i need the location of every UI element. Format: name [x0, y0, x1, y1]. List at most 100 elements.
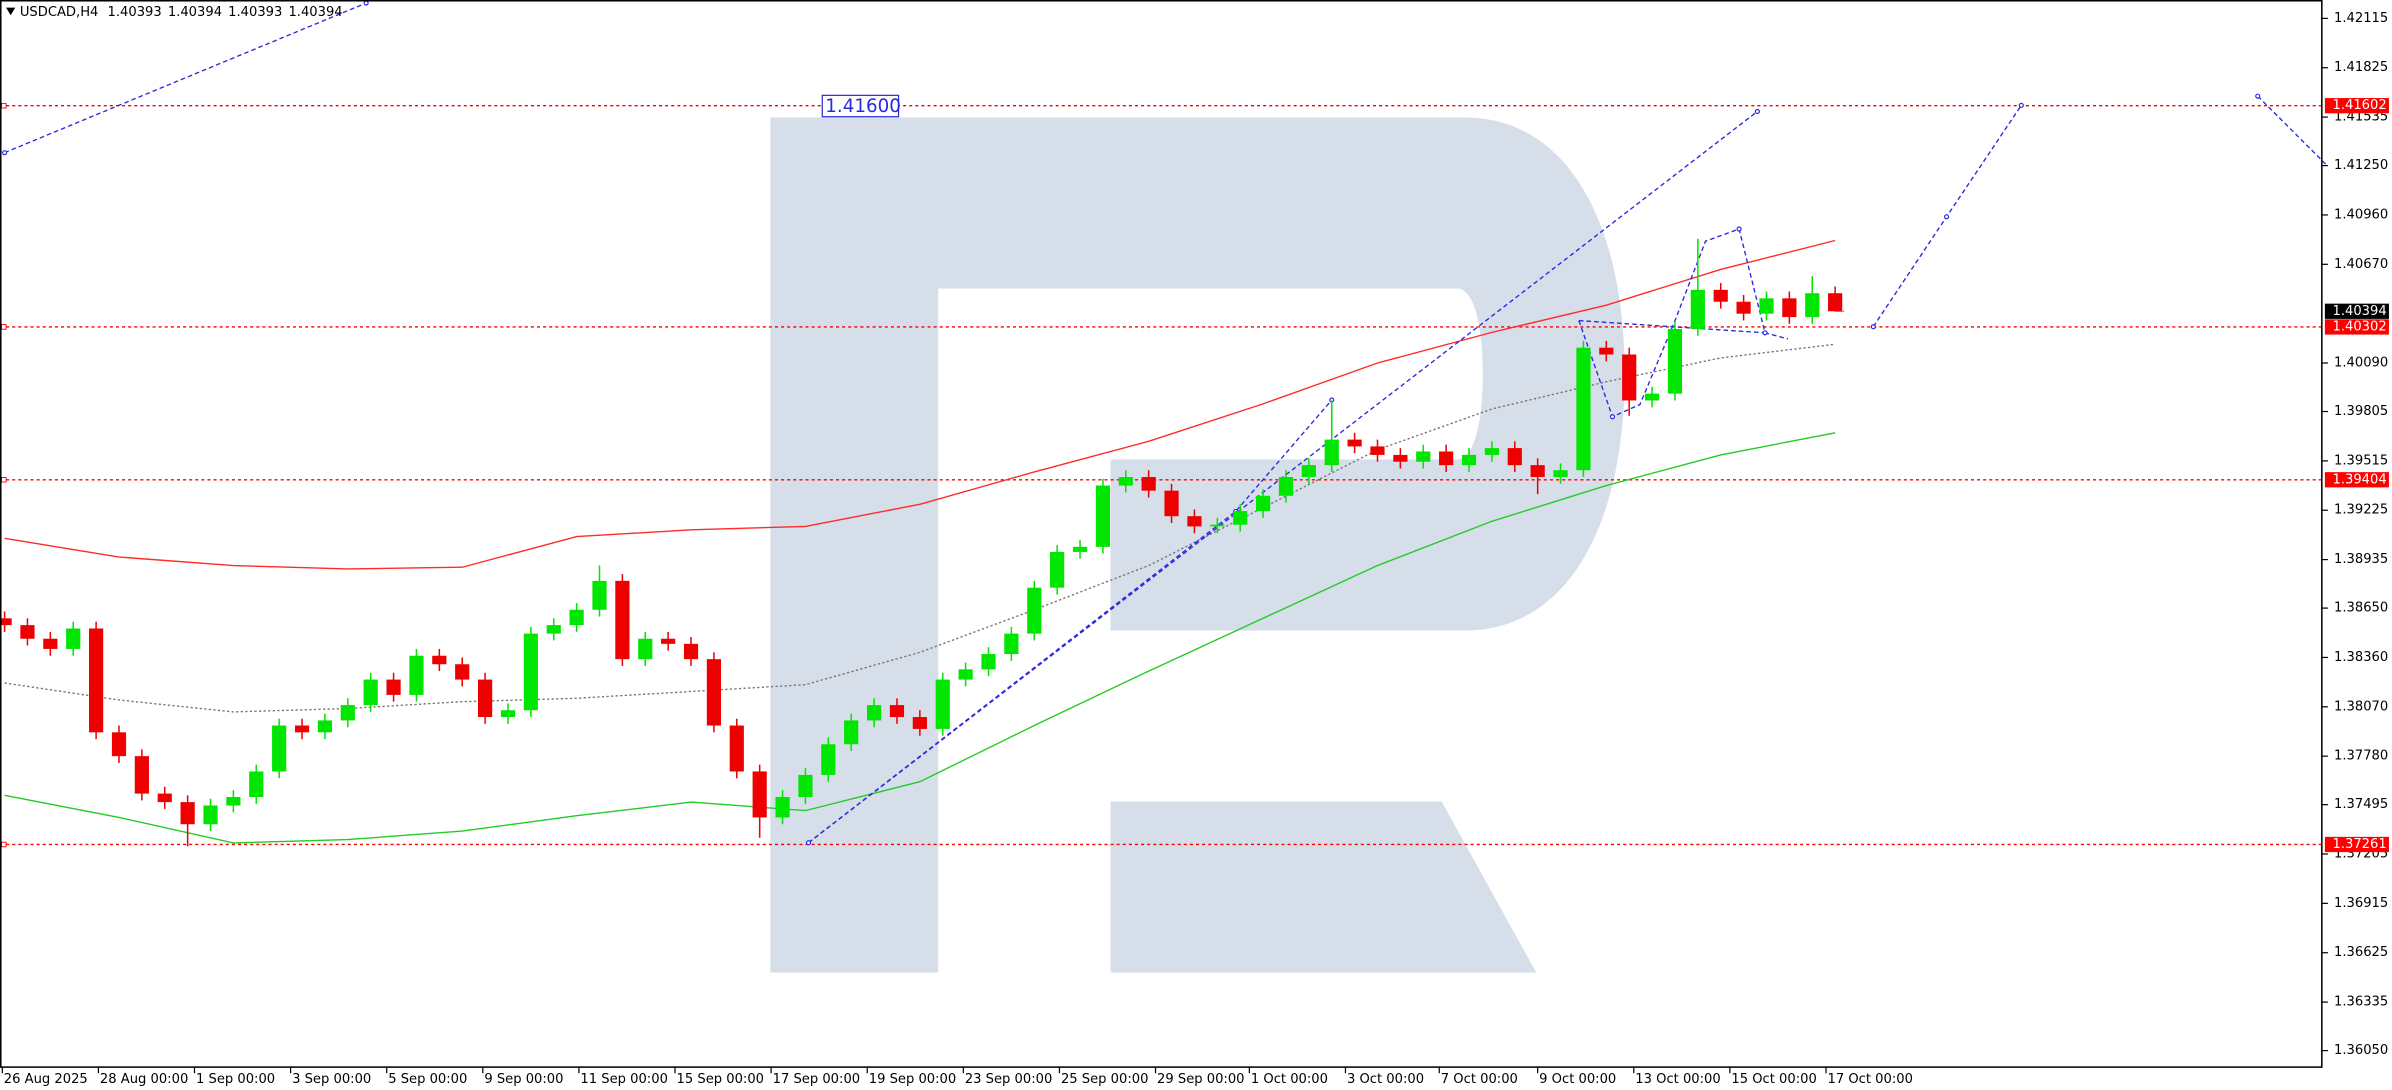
candle-body — [1187, 516, 1202, 527]
candle-body — [592, 580, 607, 610]
candle-body — [89, 628, 104, 733]
header-open: 1.40393 — [108, 5, 162, 20]
vertex — [805, 840, 812, 846]
vertex — [1, 150, 8, 156]
candle-body — [111, 732, 127, 757]
level-label-box — [2324, 836, 2389, 853]
trend-line — [4, 2, 367, 154]
level-label-box — [2324, 472, 2389, 488]
y-tick-label: 1.40670 — [2334, 257, 2388, 272]
y-tick-label: 1.41825 — [2334, 60, 2388, 75]
candle-body — [1759, 298, 1774, 314]
vertex — [1762, 330, 1768, 336]
candle-body — [409, 655, 424, 695]
candle-body — [1233, 511, 1248, 525]
y-tick-label: 1.36050 — [2334, 1043, 2388, 1058]
candle-body — [958, 669, 973, 680]
vertex — [1609, 414, 1616, 420]
y-tick-label: 1.38360 — [2334, 650, 2388, 665]
current-price-label: 1.40394 — [2333, 304, 2387, 319]
candle-body — [157, 793, 172, 803]
candle-body — [317, 720, 333, 733]
vertex — [2255, 93, 2261, 99]
plot-frame — [0, 0, 2323, 1068]
candle-body — [66, 628, 81, 649]
vertex — [1943, 214, 1950, 220]
candle-body — [1576, 347, 1591, 471]
header-high: 1.40394 — [168, 5, 222, 20]
level-marker — [1, 324, 7, 330]
candle-body — [386, 679, 401, 695]
header-text: USDCAD,H4 1.40393 1.40394 1.40393 1.40394 — [20, 5, 343, 20]
y-tick-label: 1.37495 — [2334, 797, 2388, 812]
candle-body — [798, 774, 813, 798]
y-tick-label: 1.39515 — [2334, 453, 2388, 468]
candle-body — [729, 725, 744, 772]
candle-body — [203, 805, 218, 825]
candle-body — [1507, 448, 1522, 466]
candle-body — [363, 679, 378, 706]
candle-body — [1439, 451, 1454, 466]
y-tick-label: 1.37780 — [2334, 749, 2388, 764]
candle-body — [775, 797, 790, 818]
triangle-line — [1578, 319, 1766, 334]
x-tick-label: 15 Oct 00:00 — [1731, 1072, 1816, 1087]
candle-body — [1347, 439, 1362, 447]
candle-body — [478, 679, 493, 718]
menu-arrow — [6, 7, 16, 16]
symbol: USDCAD,H4 — [20, 5, 99, 20]
candle-body — [889, 705, 905, 718]
y-tick-label: 1.36335 — [2334, 995, 2388, 1010]
candle-body — [1667, 328, 1683, 394]
candle-body — [1027, 587, 1042, 634]
vertex — [363, 0, 369, 6]
candle-body — [935, 679, 950, 729]
x-tick-label: 9 Sep 00:00 — [484, 1072, 563, 1087]
level-marker — [1, 477, 7, 483]
candle-body — [1324, 439, 1339, 466]
candle-body — [1599, 347, 1614, 355]
candle-body — [752, 771, 767, 818]
x-tick-label: 11 Sep 00:00 — [580, 1072, 667, 1087]
candle-body — [981, 654, 996, 670]
current-price-box — [2324, 303, 2389, 319]
candle-body — [912, 717, 927, 729]
y-tick-label: 1.36625 — [2334, 945, 2388, 960]
wave-line — [1578, 228, 1789, 418]
indicator-line — [4, 432, 1836, 844]
candle-body — [1141, 477, 1156, 491]
x-tick-label: 26 Aug 2025 — [4, 1072, 88, 1087]
y-tick-label: 1.38935 — [2334, 552, 2388, 567]
x-tick-label: 5 Sep 00:00 — [388, 1072, 467, 1087]
indicator-line — [4, 239, 1836, 570]
x-tick-label: 3 Sep 00:00 — [292, 1072, 371, 1087]
candle-body — [1484, 448, 1499, 455]
candle-body — [20, 625, 35, 639]
axes — [0, 0, 2328, 1074]
candles — [0, 238, 1843, 847]
candle-body — [500, 710, 516, 718]
y-tick-label: 1.40960 — [2334, 207, 2388, 222]
candle-body — [1782, 298, 1797, 318]
header-close: 1.40394 — [288, 5, 342, 20]
candle-body — [569, 609, 584, 626]
candle-body — [615, 580, 630, 660]
candle-body — [294, 725, 310, 733]
x-tick-label: 29 Sep 00:00 — [1157, 1072, 1244, 1087]
candle-body — [546, 625, 561, 634]
candle-body — [180, 802, 195, 825]
vertex — [2018, 102, 2024, 108]
candle-body — [226, 797, 241, 806]
level-marker — [1, 102, 7, 109]
candle-body — [1644, 393, 1660, 401]
candle-body — [0, 618, 12, 626]
candle-body — [1828, 293, 1843, 312]
candle-body — [866, 705, 882, 721]
level-label-box — [2324, 98, 2389, 114]
x-tick-label: 15 Sep 00:00 — [677, 1072, 764, 1087]
y-tick-label: 1.41250 — [2334, 158, 2388, 173]
candle-body — [844, 720, 859, 745]
candle-body — [1690, 289, 1705, 329]
